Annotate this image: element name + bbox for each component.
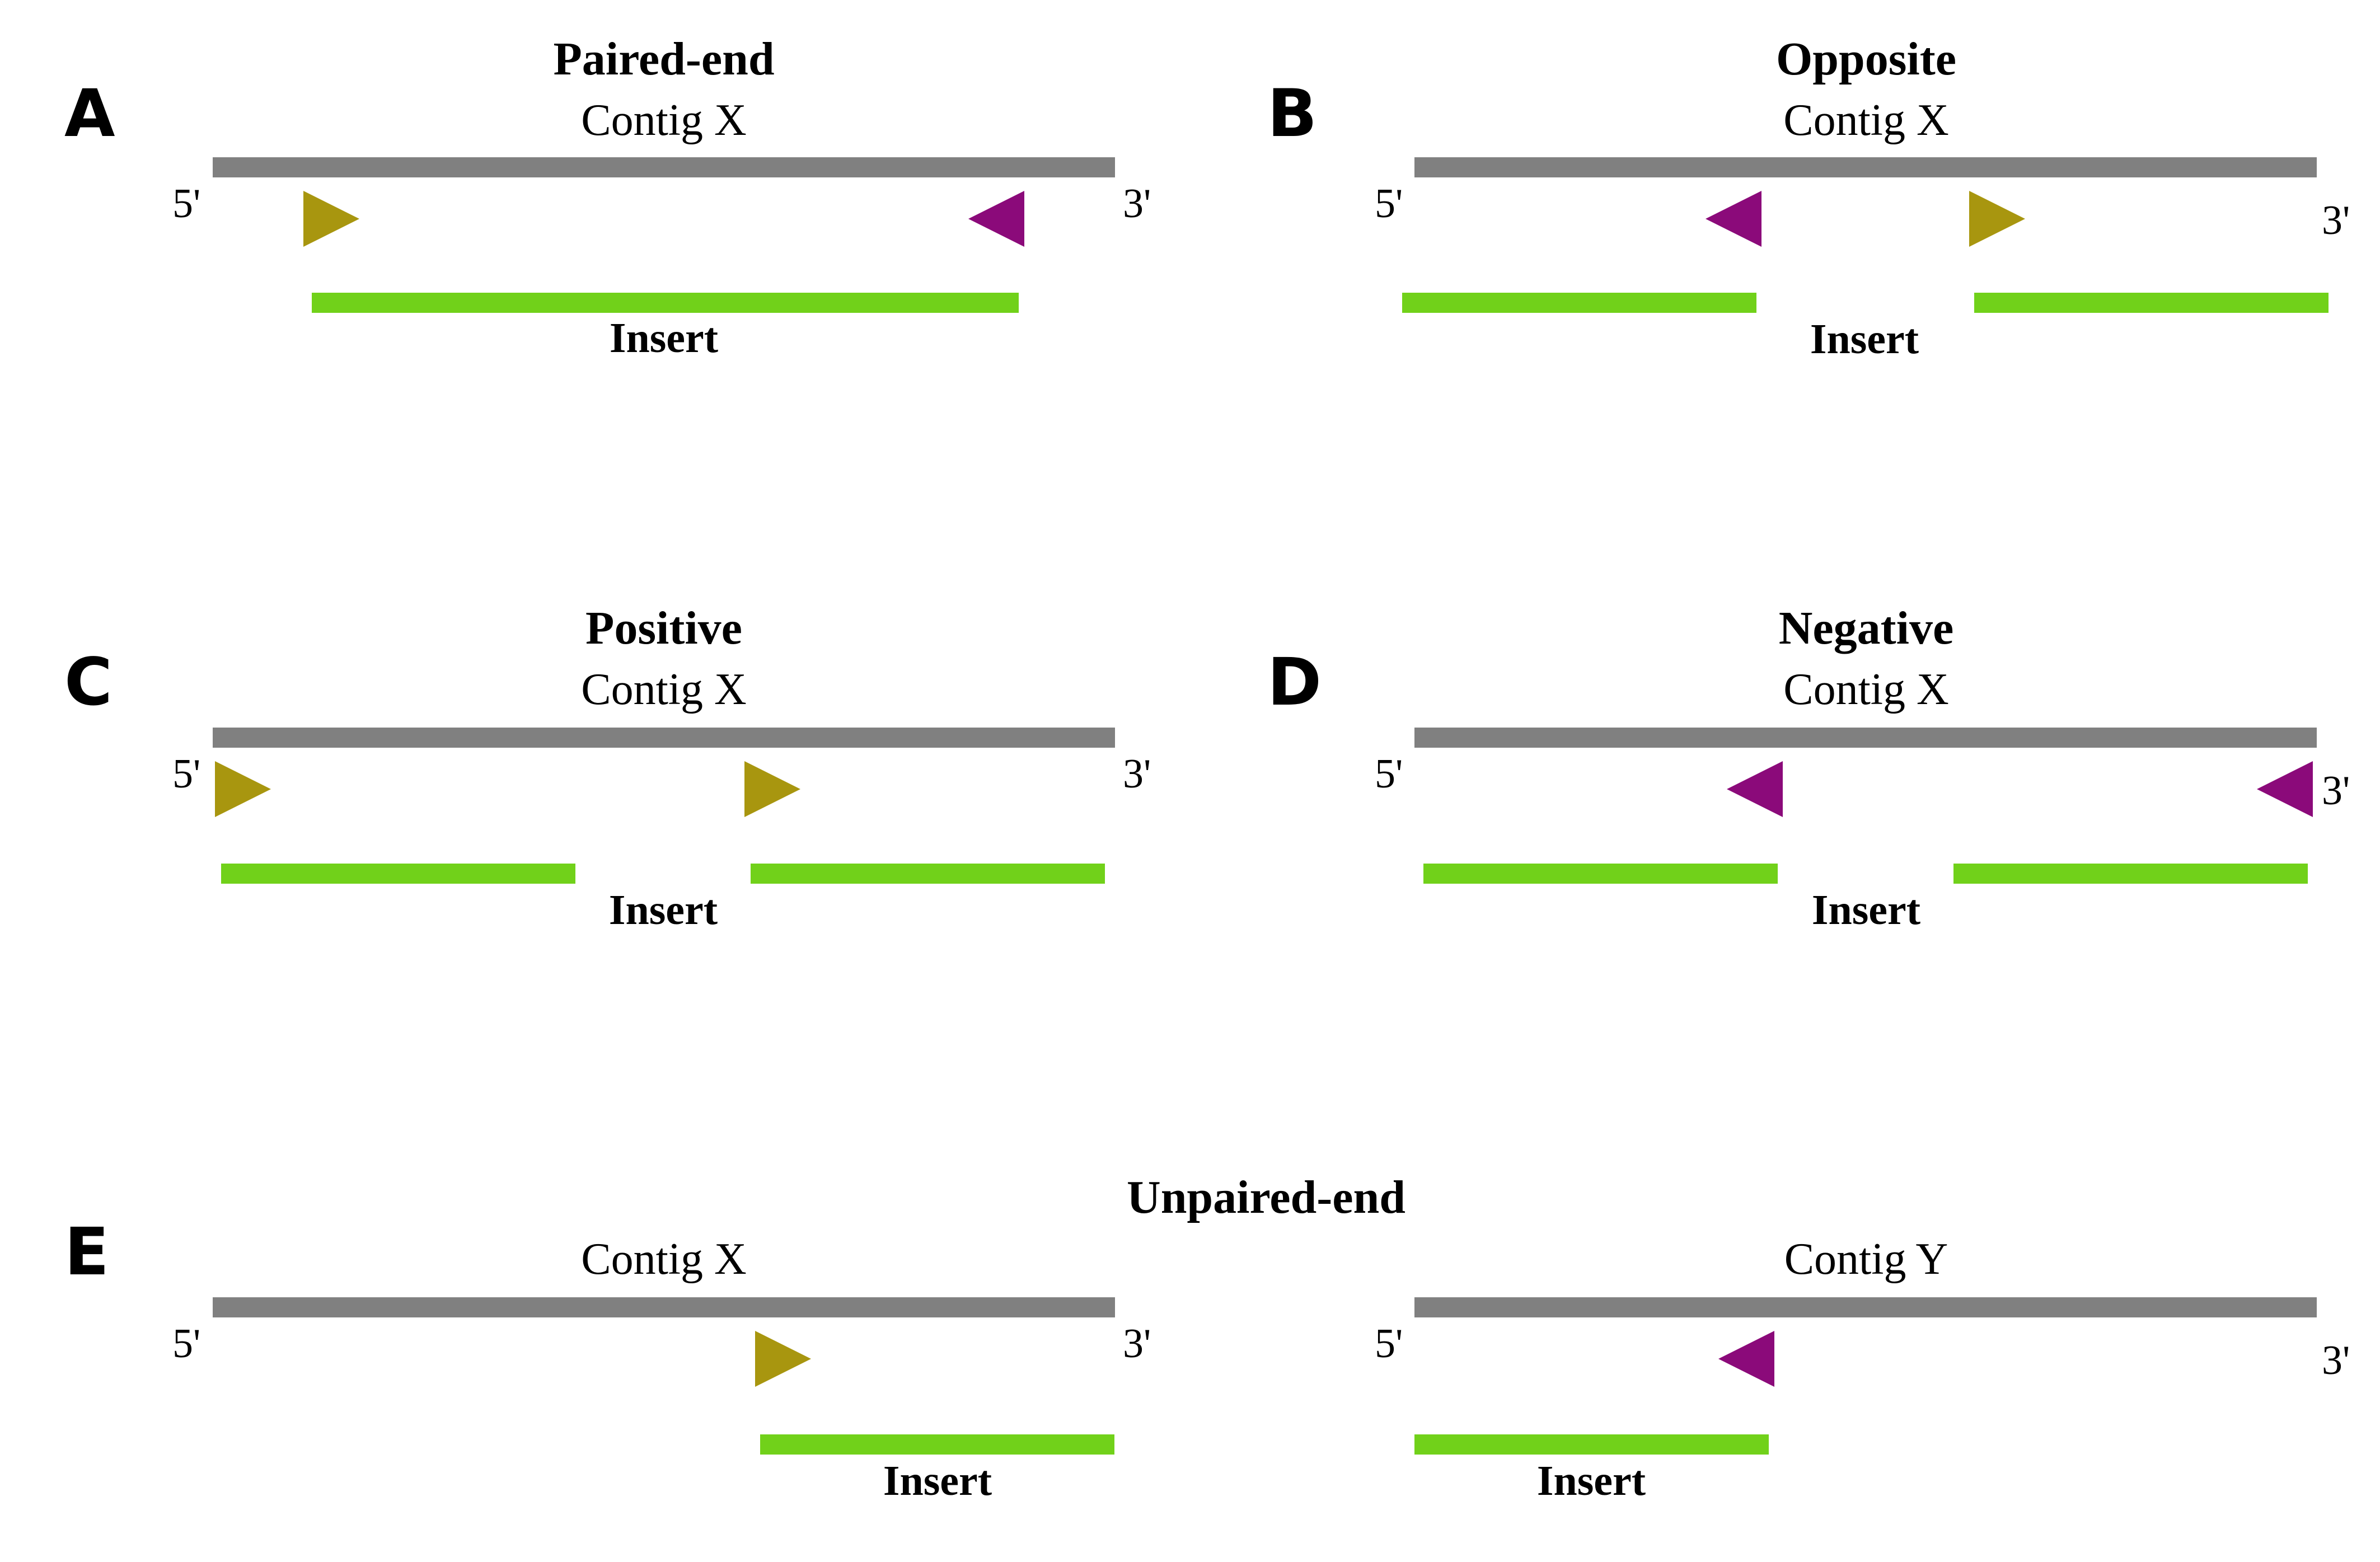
panel-b-contig-bar	[1414, 157, 2317, 177]
panel-a-insert-bar	[312, 293, 1019, 313]
panel-e-contig-x-insert-label: Insert	[883, 1457, 992, 1504]
panel-d-contig-label: Contig X	[1783, 665, 1949, 714]
panel-b-insert-bar-left	[1402, 293, 1756, 313]
panel-e-contig-y-insert-bar	[1414, 1434, 1769, 1455]
panel-b-forward-read-arrow	[1969, 191, 2025, 247]
panel-a-three-prime: 3'	[1123, 181, 1151, 227]
panel-letter-e: E	[64, 1213, 109, 1290]
panel-c-three-prime: 3'	[1123, 751, 1151, 797]
panel-d-insert-bar-left	[1423, 864, 1778, 884]
panel-c-contig-label: Contig X	[581, 665, 747, 714]
panel-e-contig-x-three-prime: 3'	[1123, 1321, 1151, 1367]
panel-b-insert-label: Insert	[1810, 316, 1919, 363]
panel-c-forward-read-arrow-right	[744, 761, 800, 817]
panel-letter-c: C	[64, 644, 113, 720]
panel-a-forward-read-arrow	[303, 191, 359, 247]
panel-c-insert-bar-right	[751, 864, 1105, 884]
panel-a-contig-label: Contig X	[581, 96, 747, 145]
panel-d-contig-bar	[1414, 728, 2317, 748]
panel-letter-d: D	[1267, 644, 1322, 720]
panel-c-title: Positive	[585, 602, 742, 654]
panel-letter-a: A	[64, 75, 115, 152]
panel-d-title: Negative	[1779, 602, 1954, 654]
panel-e-title: Unpaired-end	[1127, 1171, 1405, 1223]
panel-e-contig-x-insert-bar	[760, 1434, 1114, 1455]
panel-d: D Negative Contig X 5' 3' Insert	[1267, 602, 2350, 934]
panel-c-contig-bar	[213, 728, 1115, 748]
panel-e-contig-y-insert-label: Insert	[1537, 1457, 1646, 1504]
panel-e-contig-y-reverse-read-arrow	[1718, 1331, 1774, 1387]
panel-e-contig-y-label: Contig Y	[1784, 1235, 1948, 1284]
panel-d-five-prime: 5'	[1375, 751, 1403, 797]
panel-b-title: Opposite	[1776, 33, 1956, 85]
panel-d-three-prime: 3'	[2322, 768, 2350, 814]
panel-a-reverse-read-arrow	[968, 191, 1024, 247]
panel-e-contig-y-three-prime: 3'	[2322, 1338, 2350, 1383]
panel-e: E Unpaired-end Contig X 5' 3' Insert Con…	[64, 1171, 2350, 1504]
panel-b-three-prime: 3'	[2322, 198, 2350, 243]
panel-e-contig-x-five-prime: 5'	[172, 1321, 200, 1367]
panel-letter-b: B	[1267, 75, 1317, 152]
panel-a: A Paired-end Contig X 5' 3' Insert	[64, 33, 1151, 362]
panel-b-five-prime: 5'	[1375, 181, 1403, 227]
panel-e-contig-x-label: Contig X	[581, 1235, 747, 1284]
panel-c-insert-label: Insert	[609, 886, 718, 934]
panel-e-contig-y-bar	[1414, 1297, 2317, 1317]
panel-d-reverse-read-arrow-right	[2257, 761, 2313, 817]
panel-c-five-prime: 5'	[172, 751, 200, 797]
panel-b-insert-bar-right	[1974, 293, 2329, 313]
panel-a-insert-label: Insert	[610, 315, 718, 362]
panel-e-contig-x-forward-read-arrow	[755, 1331, 811, 1387]
panel-a-contig-bar	[213, 157, 1115, 177]
panel-a-five-prime: 5'	[172, 181, 200, 227]
panel-d-insert-label: Insert	[1812, 886, 1920, 934]
panel-d-reverse-read-arrow-left	[1727, 761, 1783, 817]
panel-c-insert-bar-left	[221, 864, 575, 884]
panel-d-insert-bar-right	[1953, 864, 2308, 884]
panel-b: B Opposite Contig X 5' 3' Insert	[1267, 33, 2350, 363]
panel-b-contig-label: Contig X	[1783, 96, 1949, 145]
panel-c: C Positive Contig X 5' 3' Insert	[64, 602, 1151, 934]
panel-e-contig-x-bar	[213, 1297, 1115, 1317]
panel-b-reverse-read-arrow	[1706, 191, 1761, 247]
panel-a-title: Paired-end	[553, 33, 774, 85]
panel-e-contig-y-five-prime: 5'	[1375, 1321, 1403, 1367]
panel-c-forward-read-arrow-left	[215, 761, 271, 817]
